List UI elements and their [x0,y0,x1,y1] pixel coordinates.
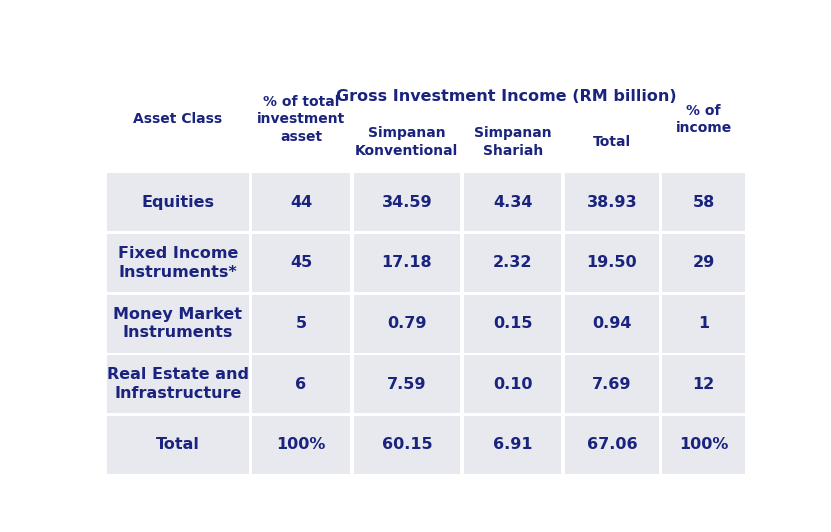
Text: 6.91: 6.91 [493,437,533,452]
Text: 6: 6 [296,377,307,392]
Bar [107,295,248,353]
Text: Real Estate and
Infrastructure: Real Estate and Infrastructure [107,368,248,401]
Bar [464,355,561,413]
Bar [662,355,745,413]
Bar [253,295,350,353]
Text: 7.69: 7.69 [593,377,632,392]
Text: 4.34: 4.34 [493,195,533,210]
Text: 12: 12 [692,377,715,392]
Text: 100%: 100% [679,437,728,452]
Bar [662,234,745,292]
Bar [565,415,659,474]
Bar [353,234,460,292]
Bar [565,355,659,413]
Bar [353,355,460,413]
Text: 0.94: 0.94 [593,316,632,331]
Text: 58: 58 [692,195,715,210]
Text: 45: 45 [290,255,312,270]
Text: Simpanan
Konventional: Simpanan Konventional [355,127,459,157]
Text: Total: Total [156,437,199,452]
Bar [662,415,745,474]
Text: 7.59: 7.59 [387,377,426,392]
Bar [107,355,248,413]
Bar [253,173,350,231]
Bar [662,173,745,231]
Bar [253,234,350,292]
Text: 60.15: 60.15 [381,437,432,452]
Bar [662,295,745,353]
Bar [107,234,248,292]
Bar [107,68,745,171]
Text: 44: 44 [290,195,312,210]
Text: Money Market
Instruments: Money Market Instruments [113,307,243,340]
Bar [565,295,659,353]
Text: 1: 1 [698,316,709,331]
Bar [464,173,561,231]
Bar [353,295,460,353]
Text: 0.15: 0.15 [493,316,533,331]
Text: 29: 29 [692,255,715,270]
Text: Gross Investment Income (RM billion): Gross Investment Income (RM billion) [336,89,676,104]
Text: % of total
investment
asset: % of total investment asset [257,95,345,144]
Bar [107,173,248,231]
Text: 100%: 100% [277,437,326,452]
Text: 19.50: 19.50 [587,255,637,270]
Text: % of
income: % of income [676,104,732,135]
Text: Equities: Equities [141,195,214,210]
Text: 5: 5 [296,316,307,331]
Bar [253,415,350,474]
Text: Simpanan
Shariah: Simpanan Shariah [474,127,552,157]
Text: Total: Total [593,135,631,149]
Bar [253,355,350,413]
Bar [565,173,659,231]
Bar [353,415,460,474]
Bar [353,173,460,231]
Text: 2.32: 2.32 [493,255,533,270]
Bar [464,415,561,474]
Bar [464,295,561,353]
Text: 34.59: 34.59 [381,195,432,210]
Text: 0.10: 0.10 [493,377,533,392]
Bar [107,415,248,474]
Text: Fixed Income
Instruments*: Fixed Income Instruments* [118,246,238,280]
Text: Asset Class: Asset Class [133,112,223,127]
Text: 0.79: 0.79 [387,316,426,331]
Text: 67.06: 67.06 [587,437,637,452]
Bar [565,234,659,292]
Text: 17.18: 17.18 [381,255,432,270]
Bar [464,234,561,292]
Text: 38.93: 38.93 [587,195,637,210]
